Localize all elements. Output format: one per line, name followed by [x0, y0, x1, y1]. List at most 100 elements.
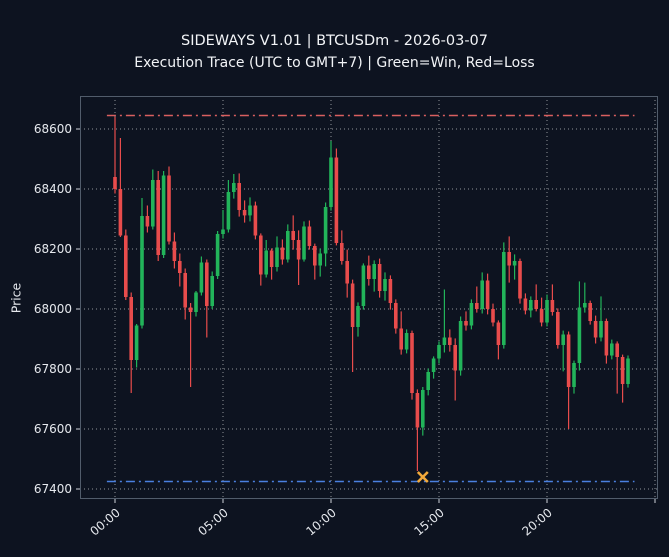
- x-tick-label: 15:00: [411, 506, 446, 539]
- candle-body: [561, 334, 565, 345]
- candle-body: [539, 309, 544, 323]
- candle-body: [556, 312, 560, 345]
- candle-body: [410, 333, 414, 393]
- candle-body: [188, 307, 193, 312]
- candle-body: [183, 273, 187, 308]
- candle-body: [253, 205, 258, 236]
- axes-spine: [80, 96, 658, 499]
- chart-subtitle: Execution Trace (UTC to GMT+7) | Green=W…: [134, 55, 535, 71]
- candle-body: [523, 298, 528, 311]
- candle-body: [496, 322, 501, 345]
- candle-body: [372, 264, 376, 279]
- candle-body: [545, 300, 549, 323]
- y-tick-label: 67400: [34, 482, 72, 496]
- candle-body: [626, 358, 630, 384]
- candle-body: [280, 247, 285, 260]
- candle-body: [421, 390, 425, 428]
- candle-body: [512, 261, 517, 266]
- chart-title: SIDEWAYS V1.01 | BTCUSDm - 2026-03-07: [180, 33, 489, 49]
- y-tick-label: 68000: [34, 302, 72, 316]
- candle-body: [151, 180, 155, 227]
- candle-body: [113, 177, 117, 189]
- candle-body: [615, 343, 619, 357]
- x-tick-label: 10:00: [303, 506, 338, 539]
- candle-body: [485, 280, 490, 309]
- candle-body: [572, 363, 576, 387]
- x-tick-label: 05:00: [195, 506, 230, 539]
- candle-body: [340, 243, 344, 261]
- candle-body: [275, 247, 279, 267]
- candle-body: [475, 303, 479, 309]
- candle-body: [210, 276, 214, 306]
- candle-body: [124, 235, 128, 297]
- candle-body: [323, 207, 328, 254]
- candle-body: [399, 328, 403, 350]
- candle-body: [313, 246, 317, 266]
- candle-body: [178, 261, 182, 273]
- candle-body: [458, 321, 463, 371]
- candle-body: [469, 303, 474, 326]
- candle-body: [264, 250, 268, 275]
- candle-body: [286, 231, 290, 260]
- candle-body: [588, 303, 592, 321]
- candle-body: [480, 280, 484, 309]
- candle-body: [394, 303, 398, 329]
- candle-body: [566, 334, 571, 387]
- trade-entry-marker: [416, 471, 429, 483]
- candle-body: [361, 265, 366, 306]
- candle-body: [134, 325, 139, 360]
- candle-body: [593, 321, 598, 338]
- candle-body: [383, 279, 387, 291]
- y-tick-label: 68400: [34, 182, 72, 196]
- candle-body: [334, 157, 339, 243]
- y-tick-label: 68600: [34, 122, 72, 136]
- candle-body: [199, 262, 204, 293]
- candle-body: [426, 372, 430, 390]
- candle-body: [248, 205, 252, 216]
- candle-body: [448, 337, 452, 345]
- candle-body: [140, 216, 144, 326]
- candle-body: [345, 261, 349, 284]
- candle-body: [577, 307, 582, 363]
- candle-body: [377, 264, 382, 291]
- candle-body: [415, 393, 420, 428]
- candle-body: [161, 175, 166, 255]
- candle-body: [529, 300, 533, 311]
- candle-body: [318, 253, 322, 266]
- candle-body: [237, 183, 241, 210]
- candle-body: [226, 192, 231, 230]
- chart-title-block: SIDEWAYS V1.01 | BTCUSDm - 2026-03-07 Ex…: [0, 30, 669, 74]
- x-tick-label: 20:00: [519, 506, 554, 539]
- candle-body: [329, 157, 333, 207]
- y-tick-label: 67800: [34, 362, 72, 376]
- candle-body: [583, 303, 587, 308]
- candle-body: [507, 252, 511, 266]
- candle-body: [534, 300, 538, 309]
- candle-body: [610, 343, 614, 356]
- candle-body: [388, 279, 393, 303]
- y-tick-label: 68200: [34, 242, 72, 256]
- candle-body: [350, 283, 355, 327]
- candle-body: [215, 234, 220, 276]
- candle-body: [221, 229, 225, 234]
- candle-body: [431, 358, 436, 372]
- candle-body: [194, 292, 198, 312]
- candle-body: [259, 235, 263, 275]
- candle-body: [367, 265, 371, 279]
- candle-body: [453, 345, 457, 371]
- candle-body: [502, 252, 506, 345]
- candle-body: [550, 300, 555, 312]
- candle-body: [404, 333, 409, 350]
- candle-body: [307, 226, 312, 246]
- candle-body: [518, 261, 522, 299]
- candle-body: [599, 321, 603, 338]
- candle-body: [464, 321, 468, 326]
- candle-body: [129, 297, 133, 360]
- candle-body: [167, 175, 171, 242]
- candle-body: [145, 216, 150, 227]
- candle-body: [296, 240, 301, 260]
- candle-body: [291, 231, 295, 240]
- candle-body: [242, 210, 247, 216]
